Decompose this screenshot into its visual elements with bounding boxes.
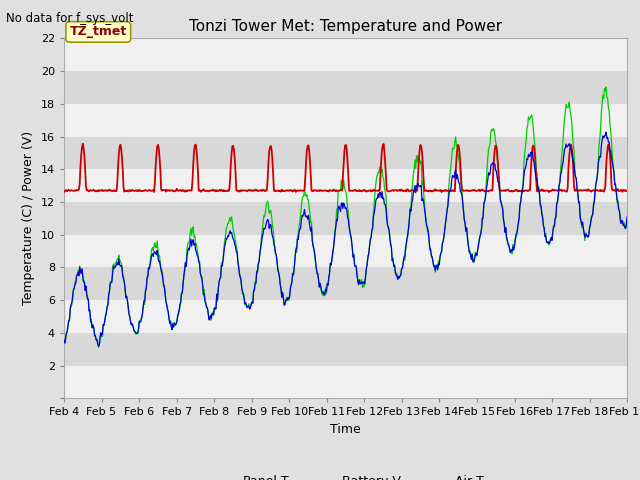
Text: No data for f_sys_volt: No data for f_sys_volt <box>6 12 134 25</box>
Bar <box>64 104 627 137</box>
Text: TZ_tmet: TZ_tmet <box>70 25 127 38</box>
Bar <box>64 169 627 202</box>
Bar <box>64 235 627 267</box>
Y-axis label: Temperature (C) / Power (V): Temperature (C) / Power (V) <box>22 132 35 305</box>
Legend: Panel T, Battery V, Air T: Panel T, Battery V, Air T <box>203 470 488 480</box>
Bar <box>64 366 627 398</box>
Bar <box>64 38 627 71</box>
Title: Tonzi Tower Met: Temperature and Power: Tonzi Tower Met: Temperature and Power <box>189 20 502 35</box>
Bar <box>64 300 627 333</box>
X-axis label: Time: Time <box>330 423 361 436</box>
